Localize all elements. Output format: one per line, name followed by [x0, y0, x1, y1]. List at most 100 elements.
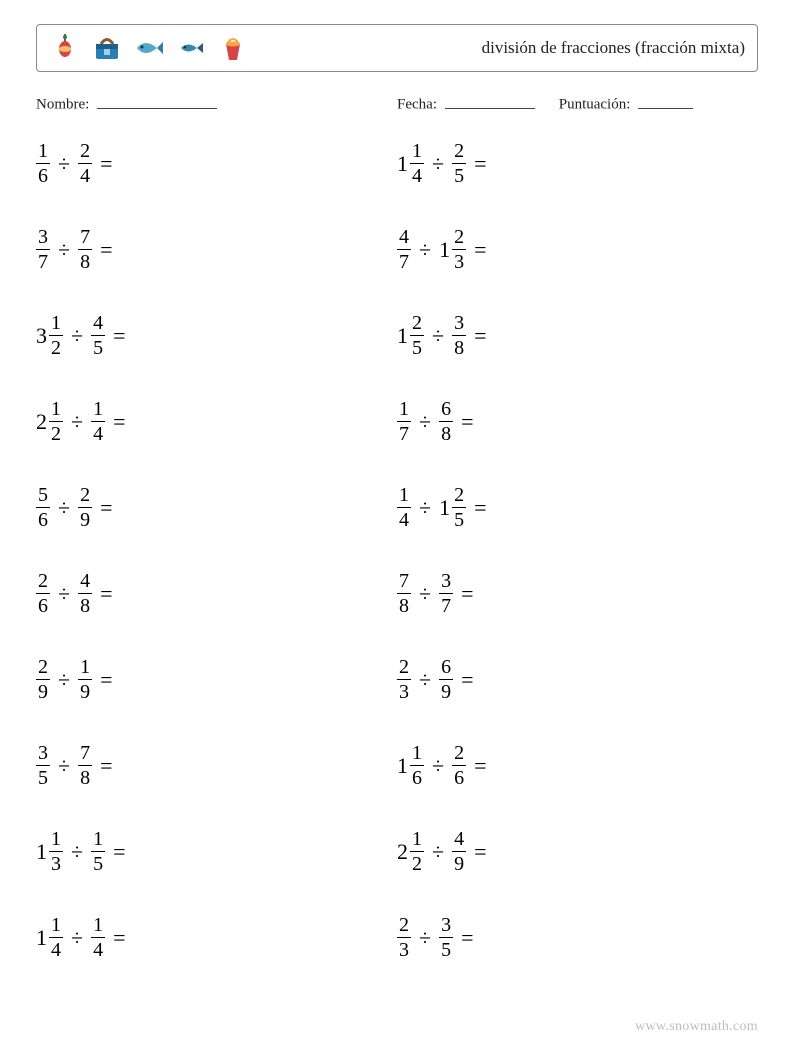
denominator: 5	[439, 940, 453, 960]
fraction: 38	[452, 313, 466, 358]
division-sign: ÷	[432, 151, 444, 177]
fraction: 24	[78, 141, 92, 186]
date-blank[interactable]	[445, 94, 535, 109]
fraction-bar	[36, 679, 50, 680]
denominator: 4	[91, 940, 105, 960]
worksheet-title: división de fracciones (fracción mixta)	[482, 38, 745, 58]
problem: 56÷29=	[36, 484, 397, 532]
fraction-bar	[36, 507, 50, 508]
whole-part: 3	[36, 325, 47, 347]
meta-score: Puntuación:	[559, 94, 693, 114]
fraction: 14	[49, 915, 63, 960]
numerator: 1	[91, 399, 105, 419]
numerator: 1	[91, 829, 105, 849]
problem: 212÷49=	[397, 828, 758, 876]
fraction: 17	[397, 399, 411, 444]
problem: 212÷14=	[36, 398, 397, 446]
fraction-term: 25	[452, 141, 466, 186]
header-icons	[49, 32, 249, 64]
fraction-term: 116	[397, 743, 424, 788]
denominator: 5	[410, 338, 424, 358]
fraction-bar	[452, 163, 466, 164]
fraction-term: 14	[397, 485, 411, 530]
division-sign: ÷	[419, 237, 431, 263]
problem: 78÷37=	[397, 570, 758, 618]
fraction: 15	[91, 829, 105, 874]
fraction-term: 35	[439, 915, 453, 960]
fraction: 16	[36, 141, 50, 186]
fraction-term: 23	[397, 915, 411, 960]
division-sign: ÷	[419, 409, 431, 435]
division-sign: ÷	[71, 323, 83, 349]
fraction: 29	[36, 657, 50, 702]
fraction-term: 45	[91, 313, 105, 358]
division-sign: ÷	[71, 409, 83, 435]
division-sign: ÷	[432, 753, 444, 779]
denominator: 2	[49, 424, 63, 444]
numerator: 6	[439, 399, 453, 419]
equals-sign: =	[113, 409, 125, 435]
fraction-term: 56	[36, 485, 50, 530]
fraction-term: 78	[397, 571, 411, 616]
equals-sign: =	[461, 581, 473, 607]
fraction-term: 38	[452, 313, 466, 358]
whole-part: 1	[36, 927, 47, 949]
fraction-term: 125	[397, 313, 424, 358]
fraction-term: 14	[91, 915, 105, 960]
denominator: 9	[452, 854, 466, 874]
fraction: 25	[410, 313, 424, 358]
fraction-bar	[410, 335, 424, 336]
problem: 14÷125=	[397, 484, 758, 532]
header-box: división de fracciones (fracción mixta)	[36, 24, 758, 72]
score-blank[interactable]	[638, 94, 693, 109]
numerator: 2	[397, 657, 411, 677]
fraction-term: 212	[397, 829, 424, 874]
fraction-term: 37	[36, 227, 50, 272]
numerator: 2	[78, 141, 92, 161]
numerator: 7	[78, 743, 92, 763]
fraction: 26	[452, 743, 466, 788]
division-sign: ÷	[58, 237, 70, 263]
division-sign: ÷	[71, 925, 83, 951]
problems-grid: 16÷24=114÷25=37÷78=47÷123=312÷45=125÷38=…	[36, 140, 758, 962]
numerator: 2	[452, 141, 466, 161]
whole-part: 1	[397, 325, 408, 347]
fraction-bar	[452, 765, 466, 766]
fraction: 56	[36, 485, 50, 530]
denominator: 9	[439, 682, 453, 702]
numerator: 2	[452, 227, 466, 247]
fraction-term: 29	[36, 657, 50, 702]
fraction: 69	[439, 657, 453, 702]
numerator: 4	[78, 571, 92, 591]
name-blank[interactable]	[97, 94, 217, 109]
fraction-bar	[397, 593, 411, 594]
division-sign: ÷	[58, 667, 70, 693]
numerator: 2	[36, 571, 50, 591]
equals-sign: =	[461, 409, 473, 435]
fraction-bar	[91, 937, 105, 938]
fraction-term: 16	[36, 141, 50, 186]
denominator: 4	[397, 510, 411, 530]
numerator: 2	[78, 485, 92, 505]
problem: 29÷19=	[36, 656, 397, 704]
fraction-bar	[49, 421, 63, 422]
fraction: 47	[397, 227, 411, 272]
fraction-bar	[410, 163, 424, 164]
division-sign: ÷	[58, 495, 70, 521]
equals-sign: =	[100, 151, 112, 177]
fraction: 25	[452, 485, 466, 530]
whole-part: 2	[397, 841, 408, 863]
equals-sign: =	[474, 151, 486, 177]
denominator: 8	[78, 596, 92, 616]
fraction: 68	[439, 399, 453, 444]
problem: 312÷45=	[36, 312, 397, 360]
fraction-bar	[439, 937, 453, 938]
numerator: 1	[410, 829, 424, 849]
denominator: 5	[452, 166, 466, 186]
numerator: 4	[397, 227, 411, 247]
fish-large-icon	[133, 32, 165, 64]
equals-sign: =	[100, 237, 112, 263]
numerator: 1	[397, 485, 411, 505]
fraction: 14	[410, 141, 424, 186]
numerator: 4	[452, 829, 466, 849]
